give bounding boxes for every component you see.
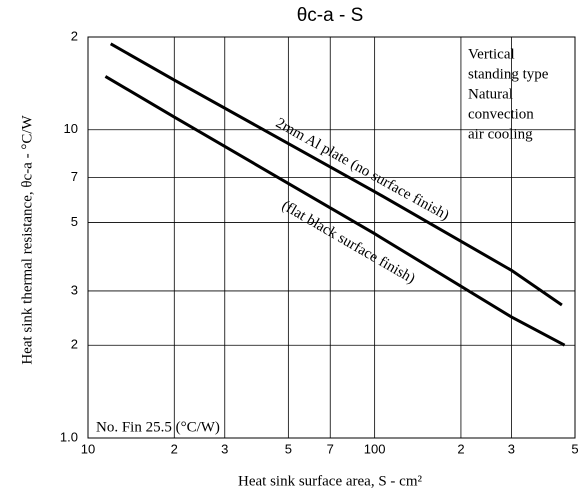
plot-frame bbox=[87, 36, 576, 439]
y-tick-label: 2 bbox=[71, 28, 78, 43]
x-tick-label: 2 bbox=[457, 441, 464, 456]
x-tick-label: 5 bbox=[571, 441, 578, 456]
note-line: Natural bbox=[468, 86, 513, 102]
y-tick-label: 3 bbox=[71, 282, 78, 297]
x-axis-label: Heat sink surface area, S - cm² bbox=[238, 473, 423, 489]
chart-title: θc-a - S bbox=[297, 5, 364, 26]
x-tick-label: 3 bbox=[221, 441, 228, 456]
y-tick-label: 7 bbox=[71, 169, 78, 184]
series-line bbox=[104, 75, 566, 347]
note-line: Vertical bbox=[468, 46, 515, 62]
note-line: standing type bbox=[468, 66, 549, 82]
x-tick-label: 3 bbox=[508, 441, 515, 456]
x-tick-label: 100 bbox=[364, 441, 386, 456]
x-tick-label: 2 bbox=[171, 441, 178, 456]
y-axis-label: Heat sink thermal resistance, θc-a - °C/… bbox=[19, 114, 35, 364]
y-tick-label: 1.0 bbox=[60, 429, 78, 444]
note-line: convection bbox=[468, 106, 534, 122]
y-tick-label: 5 bbox=[71, 214, 78, 229]
x-tick-label: 10 bbox=[81, 441, 95, 456]
series-label: (flat black surface finish) bbox=[279, 198, 418, 287]
x-tick-label: 7 bbox=[327, 441, 334, 456]
corner-label: No. Fin 25.5 (°C/W) bbox=[96, 419, 220, 435]
x-tick-label: 5 bbox=[285, 441, 292, 456]
note-line: air cooling bbox=[468, 126, 533, 142]
y-tick-label: 10 bbox=[64, 121, 78, 136]
y-tick-label: 2 bbox=[71, 337, 78, 352]
series-line bbox=[109, 42, 563, 307]
